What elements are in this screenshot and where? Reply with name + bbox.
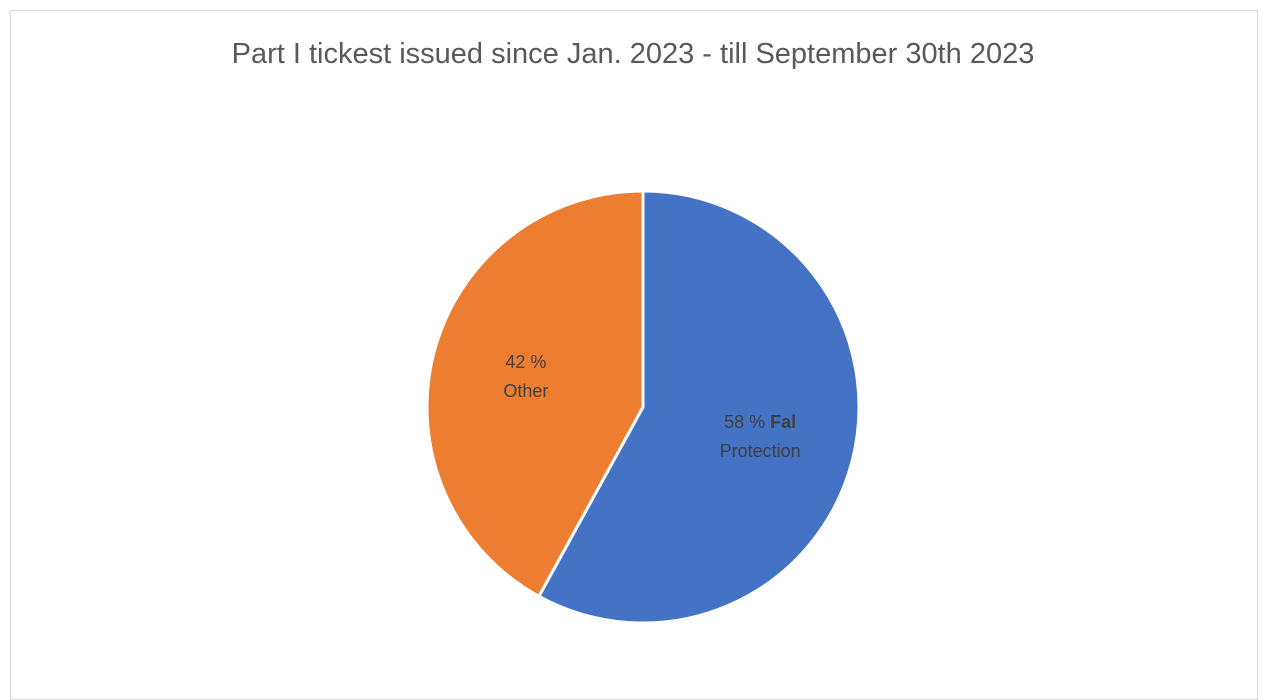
data-label-value: 42 % [505, 352, 546, 372]
data-label-value: 58 % [724, 412, 770, 432]
data-label-name: Other [503, 381, 548, 401]
data-label-other: 42 % Other [503, 352, 548, 401]
pie-labels: 58 % Fal Protection 42 % Other [503, 352, 800, 461]
data-label-name-bold: Fal [770, 412, 796, 432]
pie-slices [425, 189, 861, 625]
pie-chart: 58 % Fal Protection 42 % Other [425, 189, 861, 625]
pie-slice-fal-protection [537, 189, 861, 625]
data-label-name: Protection [720, 441, 801, 461]
pie-slice-other [425, 189, 645, 598]
data-label-fal-protection: 58 % Fal Protection [720, 412, 801, 461]
chart-title: Part I tickest issued since Jan. 2023 - … [231, 38, 1035, 70]
